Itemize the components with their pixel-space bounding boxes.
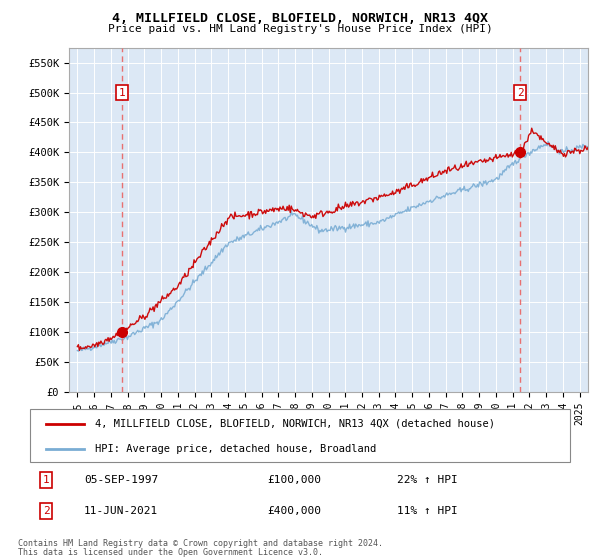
Text: 05-SEP-1997: 05-SEP-1997 <box>84 475 158 485</box>
Text: 22% ↑ HPI: 22% ↑ HPI <box>397 475 458 485</box>
Text: 11-JUN-2021: 11-JUN-2021 <box>84 506 158 516</box>
Text: HPI: Average price, detached house, Broadland: HPI: Average price, detached house, Broa… <box>95 444 376 454</box>
Text: Price paid vs. HM Land Registry's House Price Index (HPI): Price paid vs. HM Land Registry's House … <box>107 24 493 34</box>
Text: Contains HM Land Registry data © Crown copyright and database right 2024.: Contains HM Land Registry data © Crown c… <box>18 539 383 548</box>
Text: 4, MILLFIELD CLOSE, BLOFIELD, NORWICH, NR13 4QX: 4, MILLFIELD CLOSE, BLOFIELD, NORWICH, N… <box>112 12 488 25</box>
Text: 2: 2 <box>43 506 50 516</box>
Text: 1: 1 <box>119 87 125 97</box>
Text: 1: 1 <box>43 475 50 485</box>
Text: £400,000: £400,000 <box>268 506 322 516</box>
Text: This data is licensed under the Open Government Licence v3.0.: This data is licensed under the Open Gov… <box>18 548 323 557</box>
Text: 4, MILLFIELD CLOSE, BLOFIELD, NORWICH, NR13 4QX (detached house): 4, MILLFIELD CLOSE, BLOFIELD, NORWICH, N… <box>95 419 495 429</box>
Text: 2: 2 <box>517 87 523 97</box>
Text: 11% ↑ HPI: 11% ↑ HPI <box>397 506 458 516</box>
Text: £100,000: £100,000 <box>268 475 322 485</box>
FancyBboxPatch shape <box>30 409 570 462</box>
